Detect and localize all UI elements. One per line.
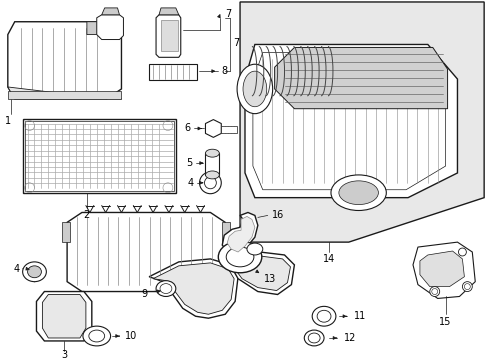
Ellipse shape [317,310,330,322]
Text: 10: 10 [125,331,138,341]
Bar [205,153,219,175]
Ellipse shape [160,284,171,293]
Polygon shape [234,256,290,291]
Text: 9: 9 [141,289,147,300]
Text: 11: 11 [353,311,365,321]
Polygon shape [97,15,123,40]
Polygon shape [274,48,447,109]
Polygon shape [153,263,234,314]
Text: 7: 7 [232,39,239,49]
Ellipse shape [205,149,219,157]
Ellipse shape [237,64,272,114]
Bar [161,20,178,51]
Text: 16: 16 [271,211,284,220]
Polygon shape [156,15,181,57]
Polygon shape [102,8,119,15]
Polygon shape [244,45,457,198]
Ellipse shape [462,282,471,292]
Polygon shape [8,22,121,99]
Polygon shape [240,2,483,242]
Bar [24,121,174,191]
Ellipse shape [243,71,266,107]
Ellipse shape [429,287,439,297]
Polygon shape [37,292,92,341]
Polygon shape [42,294,86,338]
Polygon shape [205,120,221,138]
Text: 6: 6 [184,123,190,134]
Text: 13: 13 [263,274,275,284]
Polygon shape [230,252,294,294]
Text: 15: 15 [439,317,451,327]
Ellipse shape [464,284,469,289]
Ellipse shape [304,330,324,346]
Text: 3: 3 [61,350,67,360]
Ellipse shape [205,171,219,179]
Bar [149,64,196,80]
Text: 1: 1 [5,116,11,126]
Ellipse shape [83,326,110,346]
Ellipse shape [199,172,221,194]
Polygon shape [412,242,474,298]
Polygon shape [149,259,238,318]
Ellipse shape [246,243,262,255]
Text: 4: 4 [14,264,20,274]
Ellipse shape [89,330,104,342]
Ellipse shape [156,281,176,297]
Polygon shape [87,22,121,35]
Polygon shape [227,216,254,252]
Ellipse shape [22,262,46,282]
Polygon shape [419,251,464,287]
Bar [222,222,230,242]
Ellipse shape [204,177,216,189]
Polygon shape [67,212,225,292]
Ellipse shape [338,181,378,204]
Ellipse shape [307,333,320,343]
Text: 14: 14 [322,254,334,264]
Text: 5: 5 [186,158,192,168]
Polygon shape [222,212,257,255]
Polygon shape [159,8,179,15]
Ellipse shape [431,289,437,294]
Text: 7: 7 [224,9,231,19]
Ellipse shape [226,247,253,267]
Polygon shape [8,91,121,99]
Ellipse shape [458,248,466,256]
Ellipse shape [218,241,261,273]
Ellipse shape [311,306,335,326]
Polygon shape [252,52,445,190]
Text: 8: 8 [221,66,227,76]
Ellipse shape [27,266,41,278]
Bar [221,126,237,134]
Ellipse shape [330,175,386,211]
Text: 2: 2 [83,211,90,220]
Bar [22,118,176,193]
Bar [62,222,70,242]
Text: 12: 12 [343,333,355,343]
Polygon shape [8,87,121,99]
Text: 4: 4 [187,178,193,188]
